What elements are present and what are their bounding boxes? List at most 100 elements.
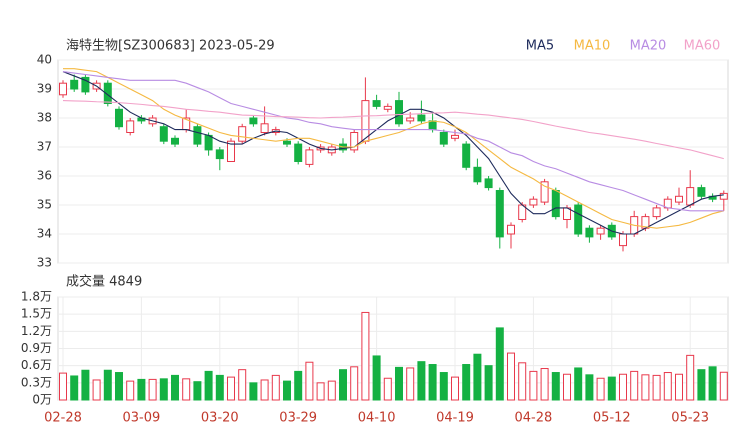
- volume-bar: [607, 376, 616, 401]
- candle-body: [383, 105, 392, 110]
- x-tick-label: 04-19: [436, 411, 474, 426]
- candle-body: [495, 190, 504, 238]
- candle-body: [204, 134, 213, 151]
- x-tick-label: 04-10: [358, 411, 396, 426]
- volume-bar: [70, 375, 79, 401]
- candle-body: [417, 114, 426, 122]
- candle-body: [238, 126, 247, 142]
- volume-bar: [585, 374, 594, 401]
- candle-body: [294, 143, 303, 163]
- candle-body: [428, 120, 437, 131]
- volume-bar: [439, 372, 448, 401]
- volume-bar: [227, 376, 235, 401]
- volume-bar: [316, 382, 325, 401]
- y-tick-label: 39: [37, 82, 52, 96]
- candle-body: [596, 227, 605, 235]
- candle-body: [675, 195, 683, 203]
- candle-body: [406, 117, 415, 122]
- volume-bar: [159, 378, 168, 401]
- x-tick-label: 03-09: [123, 411, 161, 426]
- candle-body: [171, 137, 179, 145]
- volume-bar: [271, 374, 280, 401]
- volume-bar: [182, 378, 191, 401]
- candle-body: [260, 123, 269, 134]
- volume-bar: [697, 369, 706, 401]
- candle-body: [361, 100, 370, 142]
- volume-bar: [551, 372, 560, 401]
- candle-body: [462, 143, 471, 168]
- candle-body: [372, 100, 381, 107]
- candle-body: [507, 224, 515, 235]
- volume-bar: [675, 373, 683, 401]
- x-tick-label: 02-28: [44, 411, 82, 426]
- candle-body: [126, 120, 135, 134]
- candle-body: [193, 126, 202, 145]
- volume-bar: [361, 311, 370, 401]
- candle-body: [451, 134, 459, 139]
- candle-body: [81, 76, 90, 93]
- volume-bar: [596, 377, 605, 401]
- candle-body: [652, 207, 661, 218]
- volume-bar: [518, 362, 527, 401]
- y-tick-label: 0.9万: [21, 341, 52, 355]
- candle-body: [473, 166, 482, 183]
- y-tick-label: 0万: [32, 393, 52, 407]
- volume-bar: [507, 352, 515, 401]
- legend-entry: MA60: [684, 39, 721, 54]
- y-tick-label: 34: [37, 227, 52, 241]
- volume-bar: [428, 364, 437, 401]
- candle-body: [619, 233, 627, 247]
- y-tick-label: 36: [37, 169, 52, 183]
- y-tick-label: 33: [37, 256, 52, 270]
- volume-bar: [283, 380, 291, 401]
- volume-bar: [215, 374, 224, 401]
- candle-body: [439, 132, 448, 145]
- volume-bar: [115, 372, 123, 401]
- volume-bar: [563, 373, 571, 401]
- candle-body: [159, 126, 168, 142]
- x-tick-label: 04-28: [515, 411, 553, 426]
- volume-bar: [193, 381, 202, 401]
- candle-body: [283, 140, 291, 145]
- x-tick-label: 03-29: [279, 411, 317, 426]
- volume-bar: [395, 366, 403, 401]
- volume-bar: [417, 361, 426, 401]
- volume-bar: [540, 368, 549, 401]
- y-tick-label: 0.3万: [21, 375, 52, 389]
- volume-bar: [171, 374, 179, 401]
- volume-bar: [339, 369, 347, 401]
- volume-bar: [59, 372, 67, 401]
- candle-body: [350, 132, 359, 151]
- volume-bar: [294, 370, 303, 401]
- volume-bar: [484, 365, 493, 401]
- y-tick-label: 40: [37, 53, 52, 67]
- ma-line: [63, 68, 724, 229]
- x-tick-label: 05-12: [593, 411, 631, 426]
- volume-bar: [137, 378, 146, 401]
- y-tick-label: 35: [37, 198, 52, 212]
- candle-body: [103, 82, 112, 104]
- legend-entry: MA10: [574, 39, 611, 54]
- volume-bar: [406, 367, 415, 401]
- candle-body: [70, 79, 79, 90]
- volume-bar: [103, 369, 112, 401]
- volume-bar: [529, 370, 538, 401]
- volume-bar: [451, 376, 459, 401]
- volume-bar: [81, 369, 90, 401]
- y-tick-label: 0.6万: [21, 358, 52, 372]
- candle-body: [540, 181, 549, 203]
- volume-bar: [574, 367, 583, 401]
- volume-title: 成交量 4849: [66, 274, 142, 290]
- volume-bar: [350, 366, 359, 401]
- y-tick-label: 38: [37, 111, 52, 125]
- y-tick-label: 37: [37, 140, 52, 154]
- candle-body: [529, 198, 538, 206]
- ma-line: [62, 71, 724, 235]
- candle-body: [215, 149, 224, 160]
- candle-body: [227, 140, 235, 162]
- volume-bar: [372, 355, 381, 401]
- y-tick-label: 1.5万: [21, 307, 52, 321]
- volume-bar: [462, 364, 471, 401]
- volume-bar: [473, 353, 482, 401]
